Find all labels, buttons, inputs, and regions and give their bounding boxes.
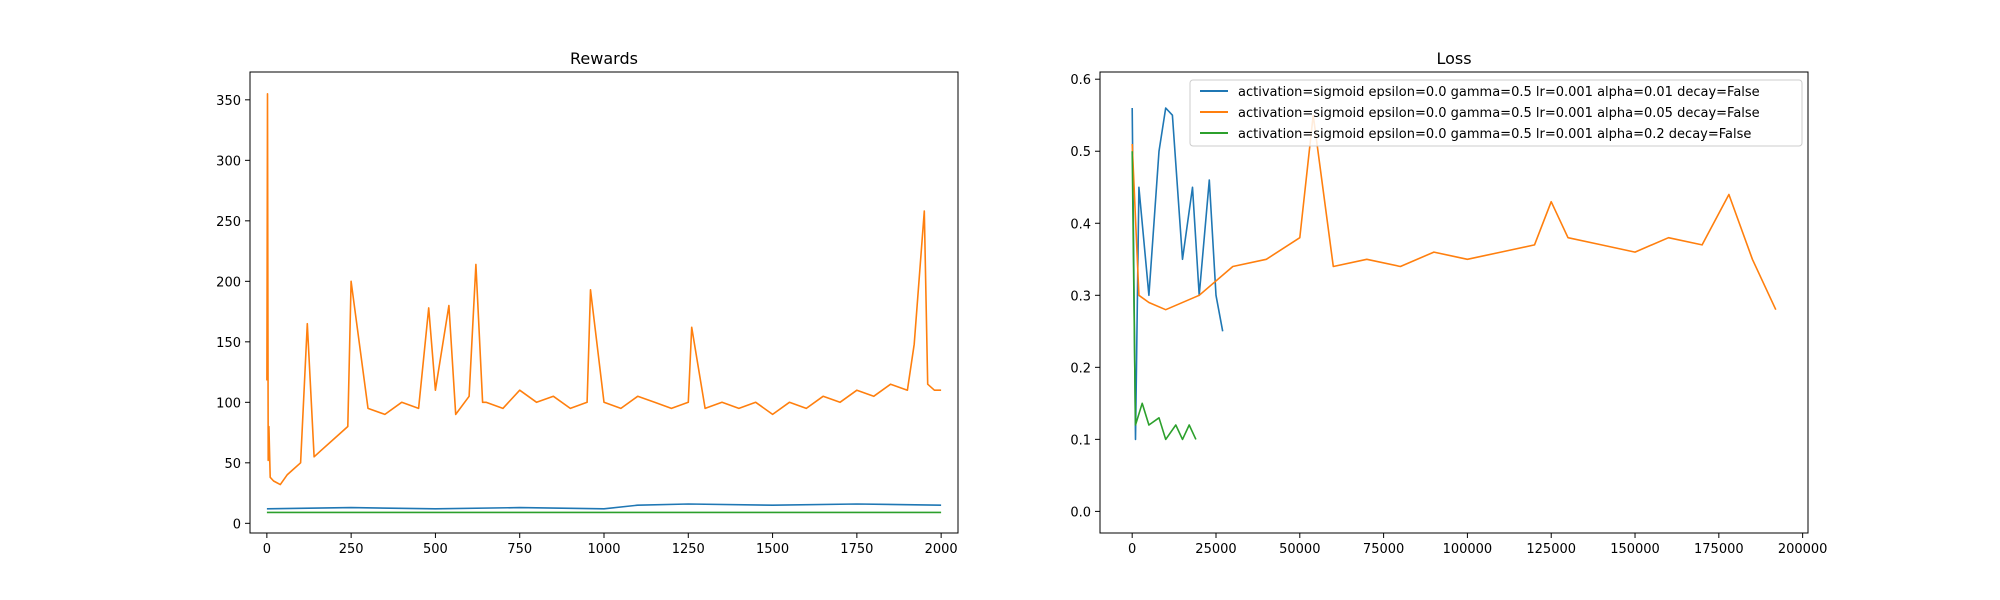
loss-legend: activation=sigmoid epsilon=0.0 gamma=0.5… bbox=[1189, 79, 1803, 147]
rewards-axes-background bbox=[250, 72, 958, 533]
loss-y-axis: 0.0 0.1 0.2 0.3 0.4 0.5 0.6 bbox=[1070, 73, 1100, 520]
legend-label: activation=sigmoid epsilon=0.0 gamma=0.5… bbox=[1238, 127, 1751, 142]
y-tick-label: 250 bbox=[216, 215, 241, 230]
rewards-title: Rewards bbox=[570, 49, 638, 68]
y-tick-label: 0.2 bbox=[1070, 361, 1091, 376]
y-tick-label: 0.4 bbox=[1070, 217, 1091, 232]
series-line-1 bbox=[1131, 114, 1777, 311]
y-tick-label: 300 bbox=[216, 154, 241, 169]
x-tick-label: 1750 bbox=[840, 542, 873, 557]
x-tick-label: 500 bbox=[423, 542, 448, 557]
y-tick-label: 0.5 bbox=[1070, 145, 1091, 160]
loss-axes-frame bbox=[1099, 71, 1809, 534]
rewards-x-axis: 0 250 500 750 1000 1250 1500 1750 2000 bbox=[263, 533, 958, 557]
loss-plot-area bbox=[1099, 71, 1809, 534]
y-tick-label: 0.0 bbox=[1070, 505, 1091, 520]
legend-label: activation=sigmoid epsilon=0.0 gamma=0.5… bbox=[1238, 85, 1760, 100]
loss-title: Loss bbox=[1436, 49, 1471, 68]
y-tick-label: 0.1 bbox=[1070, 433, 1091, 448]
series-line-0 bbox=[266, 93, 942, 486]
legend-box bbox=[1189, 79, 1803, 147]
y-tick-label: 150 bbox=[216, 336, 241, 351]
y-tick-label: 0.3 bbox=[1070, 289, 1091, 304]
x-tick-label: 1250 bbox=[672, 542, 705, 557]
y-tick-label: 100 bbox=[216, 396, 241, 411]
x-tick-label: 1000 bbox=[587, 542, 620, 557]
x-tick-label: 200000 bbox=[1778, 542, 1828, 557]
rewards-plot-area bbox=[249, 71, 959, 534]
series-line-2 bbox=[1131, 151, 1197, 441]
x-tick-label: 175000 bbox=[1694, 542, 1744, 557]
x-tick-label: 750 bbox=[507, 542, 532, 557]
legend-label: activation=sigmoid epsilon=0.0 gamma=0.5… bbox=[1238, 106, 1760, 121]
rewards-panel: Rewards 0 250 500 750 1000 1250 1500 1750 2000 0… bbox=[216, 49, 959, 557]
x-tick-label: 50000 bbox=[1279, 542, 1320, 557]
y-tick-label: 0 bbox=[233, 517, 241, 532]
rewards-series-group bbox=[266, 93, 942, 514]
legend-entry: activation=sigmoid epsilon=0.0 gamma=0.5… bbox=[1200, 106, 1760, 121]
legend-entry: activation=sigmoid epsilon=0.0 gamma=0.5… bbox=[1200, 85, 1760, 100]
x-tick-label: 0 bbox=[263, 542, 271, 557]
rewards-y-axis: 0 50 100 150 200 250 300 350 bbox=[216, 94, 250, 532]
y-tick-label: 350 bbox=[216, 94, 241, 109]
series-line-1 bbox=[266, 503, 942, 510]
x-tick-label: 1500 bbox=[756, 542, 789, 557]
x-tick-label: 25000 bbox=[1195, 542, 1236, 557]
x-tick-label: 2000 bbox=[925, 542, 958, 557]
y-tick-label: 200 bbox=[216, 275, 241, 290]
loss-series-group bbox=[1131, 107, 1777, 441]
legend-entry: activation=sigmoid epsilon=0.0 gamma=0.5… bbox=[1200, 127, 1751, 142]
loss-panel: Loss 0 25000 50000 75000 100000 125000 150000 1… bbox=[1070, 49, 1827, 557]
x-tick-label: 100000 bbox=[1443, 542, 1493, 557]
series-line-0 bbox=[1131, 107, 1224, 441]
x-tick-label: 150000 bbox=[1610, 542, 1660, 557]
y-tick-label: 0.6 bbox=[1070, 73, 1091, 88]
loss-x-axis: 0 25000 50000 75000 100000 125000 150000 175000… bbox=[1128, 533, 1827, 557]
x-tick-label: 75000 bbox=[1363, 542, 1404, 557]
x-tick-label: 250 bbox=[339, 542, 364, 557]
x-tick-label: 0 bbox=[1128, 542, 1136, 557]
x-tick-label: 125000 bbox=[1526, 542, 1576, 557]
y-tick-label: 50 bbox=[224, 457, 241, 472]
